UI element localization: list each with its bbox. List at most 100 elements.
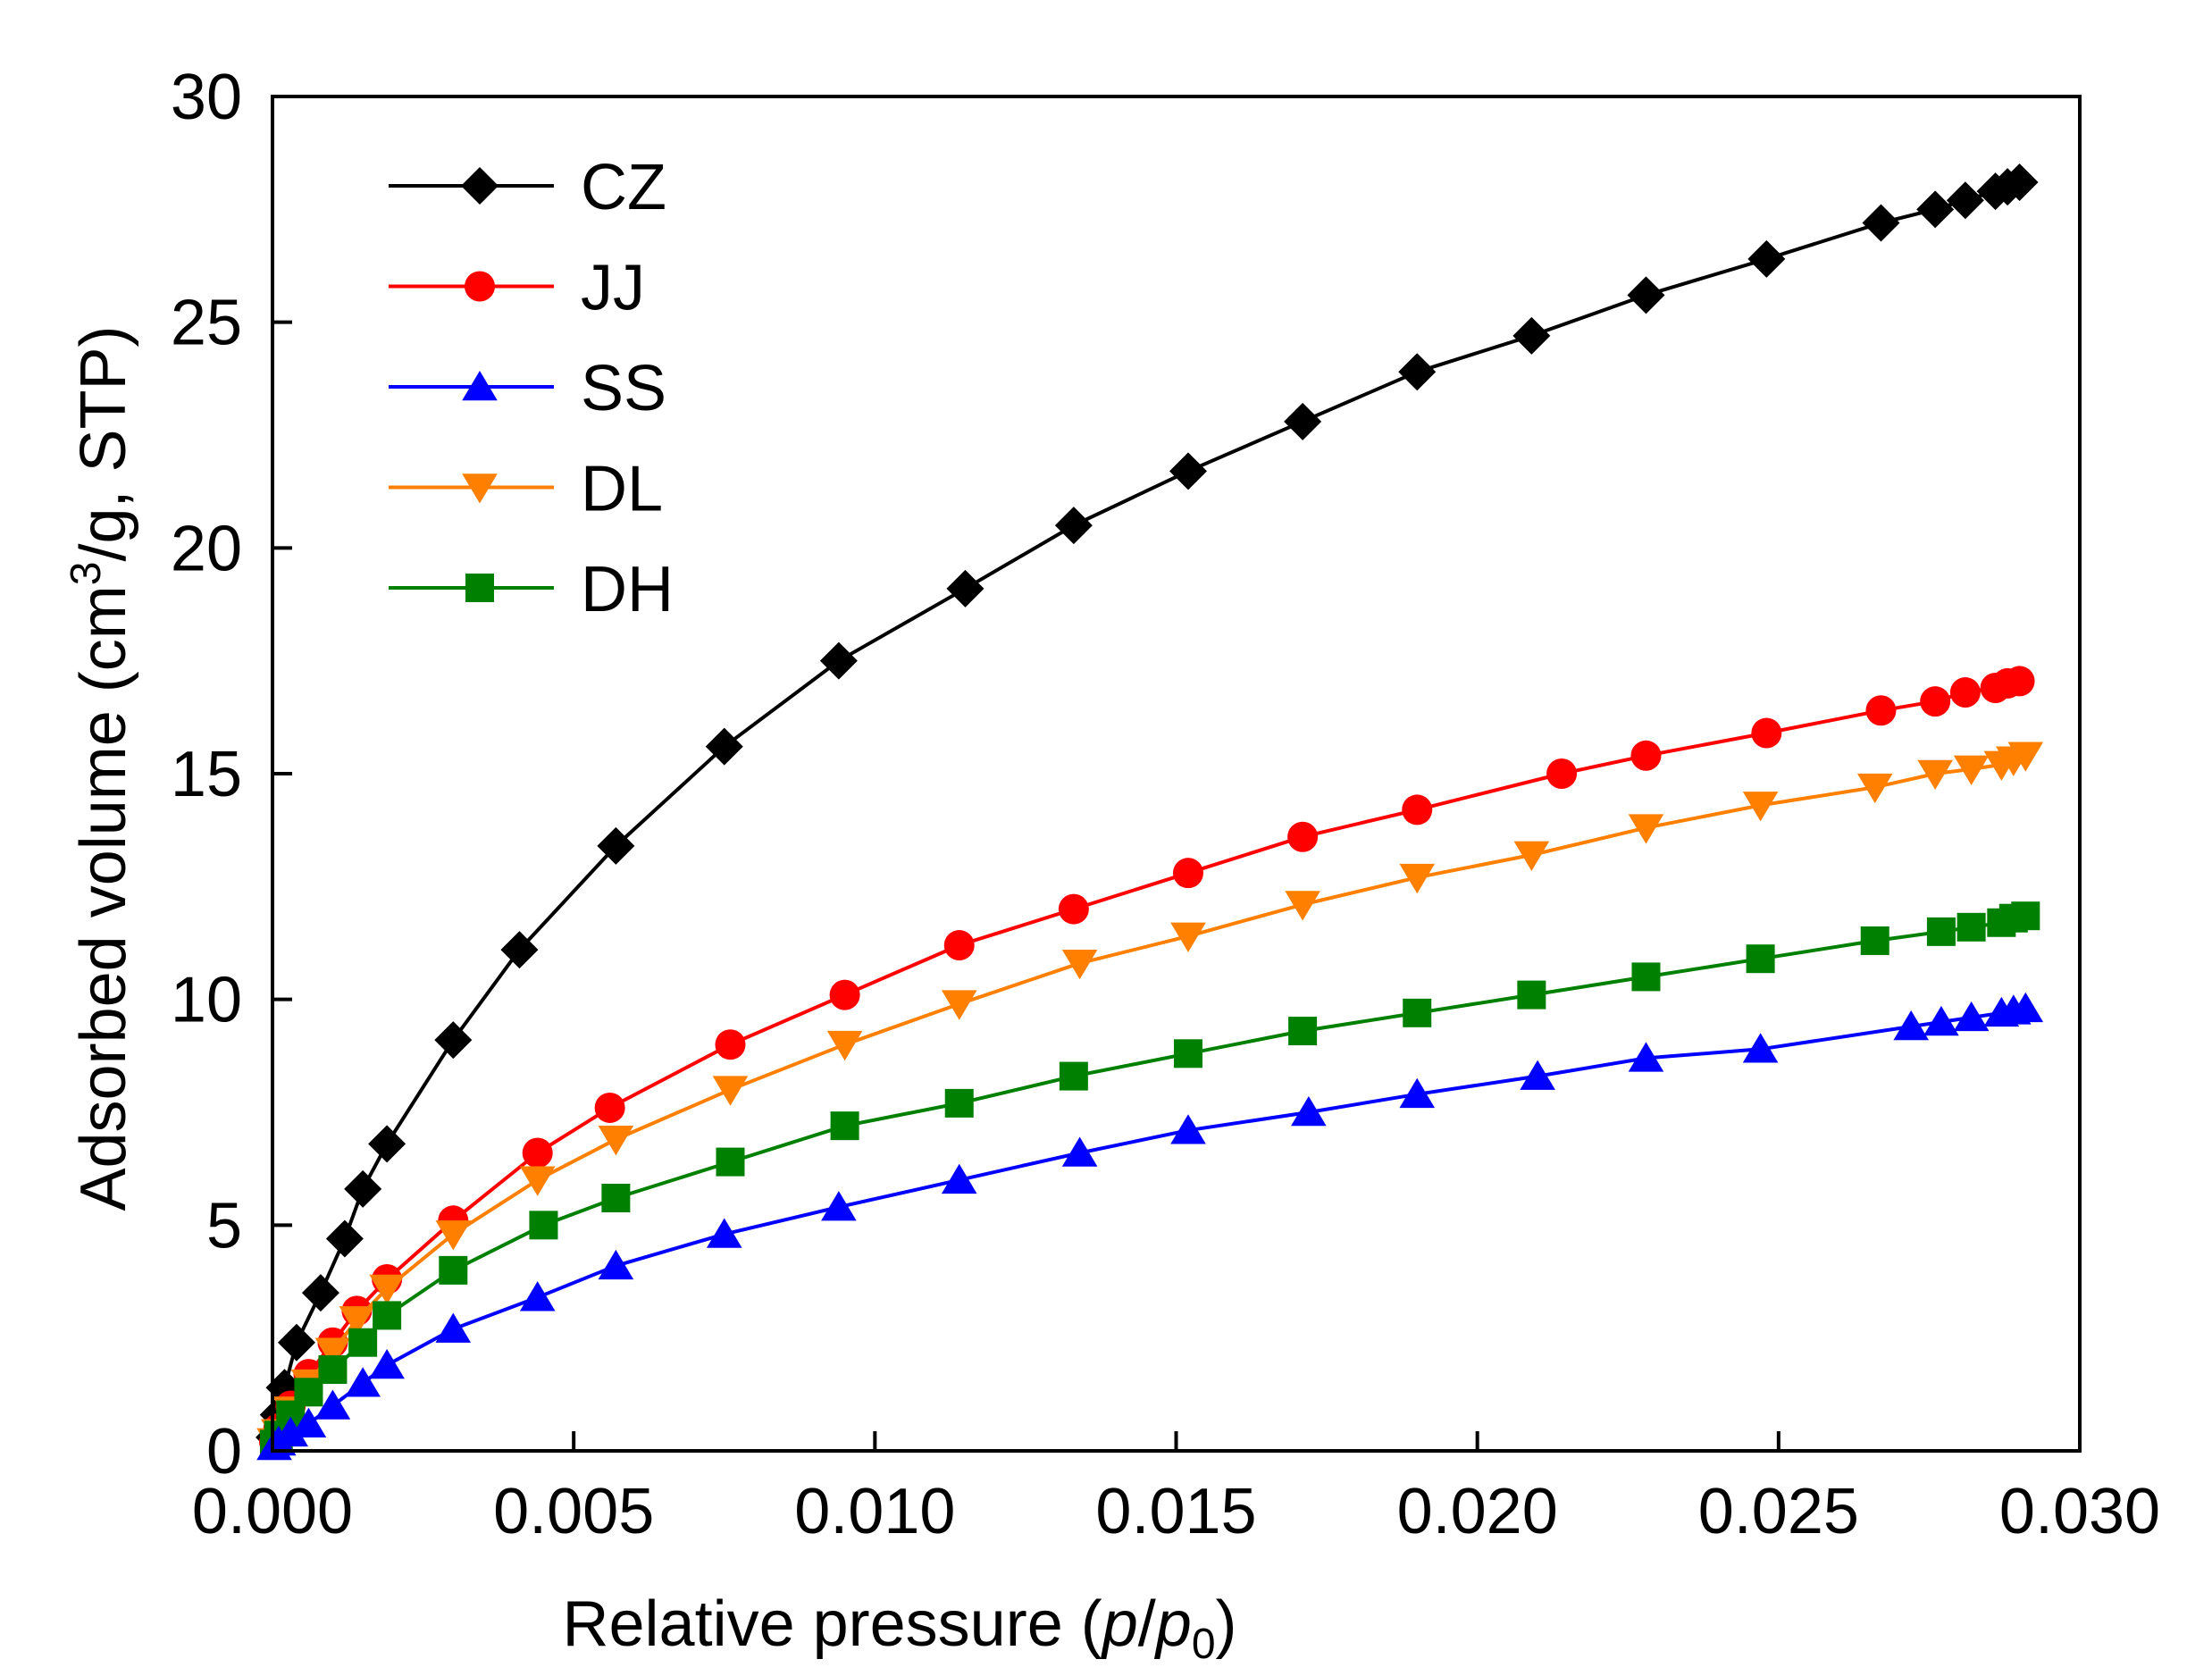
series-cz bbox=[256, 163, 2039, 1456]
y-tick-label: 10 bbox=[171, 965, 242, 1036]
data-point-dl bbox=[314, 1337, 351, 1368]
data-point-dl bbox=[598, 1126, 634, 1156]
data-point-dl bbox=[941, 990, 977, 1020]
data-point-ss bbox=[1061, 1136, 1098, 1167]
data-point-dh bbox=[1403, 998, 1432, 1027]
data-point-ss bbox=[369, 1348, 405, 1379]
data-point-dh bbox=[1956, 912, 1986, 942]
data-point-ss bbox=[314, 1389, 351, 1420]
data-point-dh bbox=[373, 1301, 402, 1330]
data-point-jj bbox=[1920, 686, 1951, 717]
legend-item-cz: CZ bbox=[389, 152, 666, 223]
data-point-ss bbox=[1170, 1114, 1206, 1144]
data-point-dl bbox=[1628, 814, 1664, 844]
series-line-dl bbox=[272, 753, 2026, 1443]
data-point-jj bbox=[1865, 695, 1897, 726]
legend-item-dh: DH bbox=[389, 554, 674, 625]
data-point-cz bbox=[1916, 190, 1955, 229]
data-point-cz bbox=[1946, 181, 1984, 220]
legend-item-jj: JJ bbox=[389, 253, 645, 324]
data-point-ss bbox=[2007, 992, 2044, 1023]
series-layer bbox=[256, 163, 2044, 1461]
legend-label-jj: JJ bbox=[581, 253, 645, 324]
data-point-dh bbox=[1517, 980, 1546, 1010]
data-point-cz bbox=[2000, 163, 2039, 202]
x-axis-title: Relative pressure (p/p0) bbox=[562, 1588, 1236, 1668]
data-point-dl bbox=[712, 1076, 749, 1106]
data-point-dl bbox=[2007, 742, 2044, 772]
data-point-dh bbox=[1860, 926, 1889, 955]
data-point-cz bbox=[325, 1219, 364, 1258]
data-point-ss bbox=[435, 1312, 472, 1343]
legend-label-dh: DH bbox=[581, 554, 674, 625]
data-point-dh bbox=[318, 1355, 348, 1385]
data-point-jj bbox=[715, 1029, 746, 1060]
legend-marker-dl bbox=[462, 473, 498, 504]
data-point-ss bbox=[1742, 1033, 1779, 1063]
data-point-cz bbox=[344, 1169, 382, 1208]
x-tick-label: 0.025 bbox=[1698, 1476, 1859, 1547]
data-point-dl bbox=[369, 1274, 405, 1305]
legend-item-dl: DL bbox=[389, 454, 663, 525]
y-tick-label: 20 bbox=[171, 513, 242, 584]
legend-marker-ss bbox=[462, 371, 498, 401]
data-point-cz bbox=[1054, 507, 1093, 545]
data-point-cz bbox=[1284, 402, 1322, 440]
y-tick-label: 5 bbox=[206, 1190, 242, 1261]
data-point-ss bbox=[345, 1367, 381, 1397]
data-point-dh bbox=[529, 1211, 558, 1240]
data-point-dh bbox=[716, 1147, 745, 1177]
data-point-dl bbox=[1953, 755, 1990, 785]
legend-item-ss: SS bbox=[389, 353, 666, 424]
data-point-cz bbox=[1169, 452, 1207, 490]
data-point-jj bbox=[1172, 858, 1203, 889]
data-point-jj bbox=[1287, 821, 1319, 852]
data-point-dl bbox=[1513, 841, 1550, 871]
y-tick-label: 30 bbox=[171, 62, 242, 133]
data-point-dl bbox=[339, 1306, 375, 1337]
data-point-dh bbox=[1288, 1017, 1318, 1046]
data-point-cz bbox=[301, 1274, 339, 1312]
plot-frame bbox=[271, 95, 2082, 1453]
data-point-cz bbox=[1627, 276, 1665, 314]
x-tick-label: 0.010 bbox=[794, 1476, 955, 1547]
data-point-dh bbox=[348, 1328, 378, 1357]
legend-marker-dh bbox=[465, 574, 494, 602]
data-point-cz bbox=[597, 826, 635, 865]
data-point-cz bbox=[368, 1125, 406, 1163]
data-point-dh bbox=[294, 1378, 323, 1407]
data-point-dh bbox=[830, 1111, 859, 1141]
data-point-jj bbox=[2004, 666, 2035, 697]
y-axis-title: Adsorbed volume (cm3/g, STP) bbox=[63, 325, 139, 1211]
legend-marker-jj bbox=[465, 271, 495, 302]
data-point-ss bbox=[821, 1191, 857, 1221]
data-point-ss bbox=[706, 1218, 742, 1248]
data-point-cz bbox=[1398, 353, 1437, 391]
data-point-dh bbox=[1746, 944, 1775, 974]
series-dh bbox=[260, 901, 2040, 1459]
data-point-jj bbox=[1630, 740, 1662, 771]
series-dl bbox=[256, 742, 2044, 1458]
data-point-ss bbox=[1520, 1060, 1555, 1090]
y-tick-label: 15 bbox=[171, 739, 242, 810]
data-point-ss bbox=[1291, 1096, 1327, 1127]
data-point-ss bbox=[1399, 1077, 1436, 1109]
data-point-dh bbox=[1173, 1039, 1202, 1068]
data-point-cz bbox=[277, 1323, 315, 1362]
data-point-cz bbox=[1747, 239, 1786, 278]
data-point-dl bbox=[1856, 773, 1893, 804]
data-point-jj bbox=[522, 1137, 553, 1169]
data-point-dh bbox=[1631, 962, 1661, 992]
data-point-dh bbox=[944, 1088, 974, 1118]
data-point-ss bbox=[272, 1416, 309, 1447]
legend-label-ss: SS bbox=[581, 353, 666, 424]
data-point-dl bbox=[1170, 922, 1206, 952]
data-point-dh bbox=[2011, 901, 2040, 931]
data-point-cz bbox=[1862, 204, 1900, 242]
data-point-cz bbox=[434, 1021, 473, 1060]
y-tick-label: 0 bbox=[206, 1416, 242, 1487]
data-point-cz bbox=[705, 727, 743, 766]
data-point-dh bbox=[601, 1184, 631, 1213]
y-tick-label: 25 bbox=[171, 288, 242, 359]
data-point-ss bbox=[1953, 1001, 1990, 1032]
